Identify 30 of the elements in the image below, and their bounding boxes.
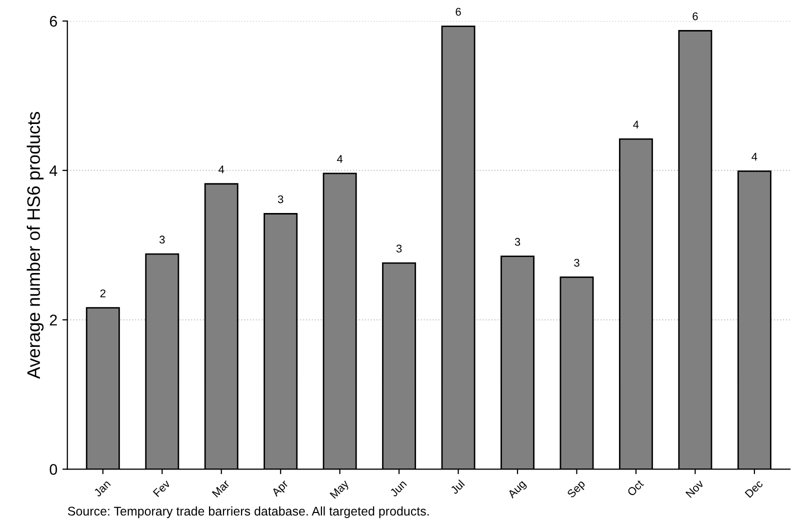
data-label: 4: [752, 152, 758, 161]
x-tick-label: Dec: [744, 479, 764, 498]
data-label: 4: [218, 166, 224, 174]
data-label: 3: [159, 236, 165, 244]
data-label: 2: [100, 289, 106, 298]
data-label: 6: [692, 12, 698, 20]
y-axis-title: Average number of HS6 products: [26, 112, 44, 379]
data-label: 3: [396, 244, 402, 253]
y-tick-label: 0: [50, 464, 58, 475]
data-label: 6: [456, 8, 461, 16]
x-tick-label: Jul: [450, 479, 465, 495]
x-tick-label: Apr: [271, 479, 290, 498]
data-label: 4: [336, 155, 343, 163]
data-label: 3: [574, 258, 580, 267]
x-tick-label: Sep: [566, 479, 588, 500]
data-label: 4: [633, 120, 639, 128]
data-label: 3: [514, 238, 520, 246]
x-tick-label: Mar: [212, 479, 230, 498]
x-tick-label: Nov: [685, 479, 704, 498]
y-tick-label: 2: [50, 314, 57, 326]
x-tick-label: Fev: [152, 479, 171, 498]
x-tick-label: May: [330, 479, 351, 500]
data-label: 3: [278, 195, 284, 204]
source-note: Source: Temporary trade barriers database. All targeted products.: [68, 506, 429, 518]
y-tick-label: 4: [50, 165, 58, 176]
x-tick-label: Aug: [507, 480, 528, 500]
x-tick-label: Jan: [93, 480, 111, 498]
y-tick-label: 6: [50, 16, 57, 27]
x-tick-label: Jun: [389, 480, 407, 498]
x-tick-label: Oct: [626, 479, 644, 497]
